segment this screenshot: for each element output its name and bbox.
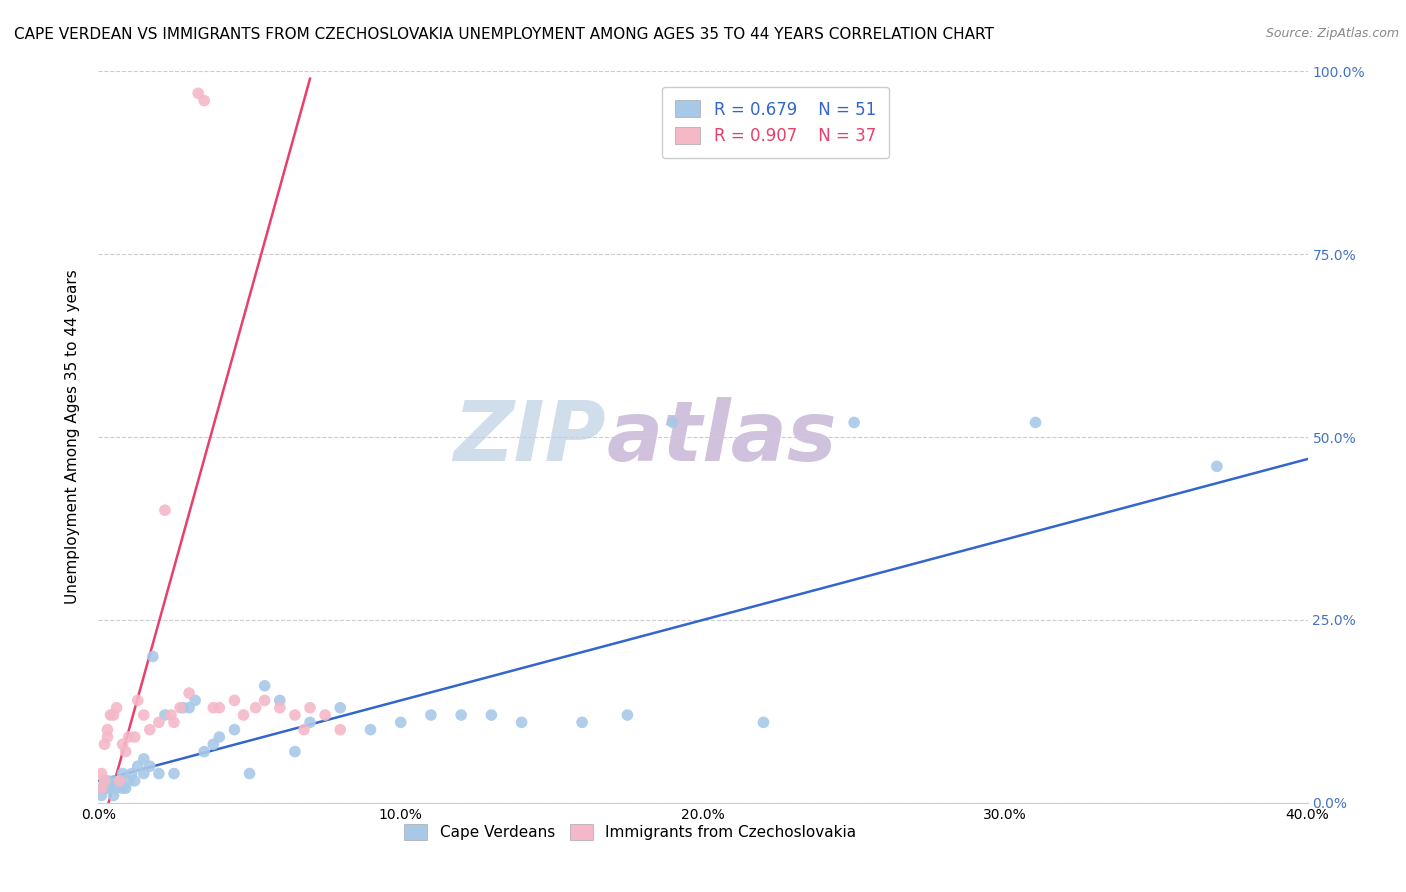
Point [90, 789, 112, 803]
Point [208, 700, 231, 714]
Point [360, 723, 382, 737]
Point [1206, 459, 1229, 474]
Point [232, 708, 254, 723]
Point [284, 745, 307, 759]
Point [253, 693, 276, 707]
Legend: Cape Verdeans, Immigrants from Czechoslovakia: Cape Verdeans, Immigrants from Czechoslo… [398, 818, 862, 847]
Point [142, 649, 165, 664]
Point [245, 700, 267, 714]
Point [108, 773, 131, 788]
Point [510, 715, 533, 730]
Point [169, 700, 191, 714]
Point [571, 715, 593, 730]
Point [118, 773, 141, 788]
Point [163, 766, 186, 780]
Point [90, 781, 112, 796]
Point [96, 781, 118, 796]
Point [299, 700, 322, 714]
Point [103, 773, 125, 788]
Point [121, 766, 143, 780]
Point [124, 730, 146, 744]
Point [90, 781, 112, 796]
Point [208, 730, 231, 744]
Point [284, 708, 307, 723]
Point [153, 503, 176, 517]
Point [124, 773, 146, 788]
Point [661, 416, 683, 430]
Point [193, 94, 215, 108]
Text: atlas: atlas [606, 397, 837, 477]
Text: ZIP: ZIP [454, 397, 606, 477]
Point [111, 781, 134, 796]
Point [844, 416, 866, 430]
Point [132, 752, 155, 766]
Point [96, 773, 118, 788]
Point [148, 766, 170, 780]
Point [253, 679, 276, 693]
Point [420, 708, 443, 723]
Point [148, 715, 170, 730]
Point [269, 693, 291, 707]
Point [90, 766, 112, 780]
Point [1024, 416, 1046, 430]
Point [239, 766, 262, 780]
Point [103, 789, 125, 803]
Point [224, 723, 246, 737]
Point [103, 708, 125, 723]
Point [105, 781, 128, 796]
Point [193, 745, 215, 759]
Point [93, 773, 115, 788]
Point [269, 700, 291, 714]
Point [163, 715, 186, 730]
Point [179, 700, 201, 714]
Point [105, 700, 128, 714]
Point [752, 715, 775, 730]
Point [139, 759, 162, 773]
Point [100, 708, 122, 723]
Point [114, 745, 136, 759]
Point [224, 693, 246, 707]
Point [329, 700, 352, 714]
Point [202, 700, 225, 714]
Point [127, 693, 149, 707]
Point [202, 737, 225, 751]
Point [100, 781, 122, 796]
Point [389, 715, 412, 730]
Point [314, 708, 336, 723]
Point [299, 715, 322, 730]
Point [616, 708, 638, 723]
Text: Source: ZipAtlas.com: Source: ZipAtlas.com [1265, 27, 1399, 40]
Point [127, 759, 149, 773]
Point [93, 737, 115, 751]
Point [481, 708, 503, 723]
Point [96, 730, 118, 744]
Point [96, 723, 118, 737]
Point [160, 708, 183, 723]
Point [132, 708, 155, 723]
Point [93, 773, 115, 788]
Point [187, 87, 209, 101]
Point [184, 693, 207, 707]
Point [153, 708, 176, 723]
Point [132, 766, 155, 780]
Point [111, 737, 134, 751]
Point [114, 781, 136, 796]
Point [108, 773, 131, 788]
Point [329, 723, 352, 737]
Point [118, 730, 141, 744]
Y-axis label: Unemployment Among Ages 35 to 44 years: Unemployment Among Ages 35 to 44 years [65, 269, 80, 605]
Point [172, 700, 194, 714]
Point [111, 766, 134, 780]
Point [450, 708, 472, 723]
Point [93, 781, 115, 796]
Point [292, 723, 315, 737]
Point [179, 686, 201, 700]
Point [139, 723, 162, 737]
Text: CAPE VERDEAN VS IMMIGRANTS FROM CZECHOSLOVAKIA UNEMPLOYMENT AMONG AGES 35 TO 44 : CAPE VERDEAN VS IMMIGRANTS FROM CZECHOSL… [14, 27, 994, 42]
